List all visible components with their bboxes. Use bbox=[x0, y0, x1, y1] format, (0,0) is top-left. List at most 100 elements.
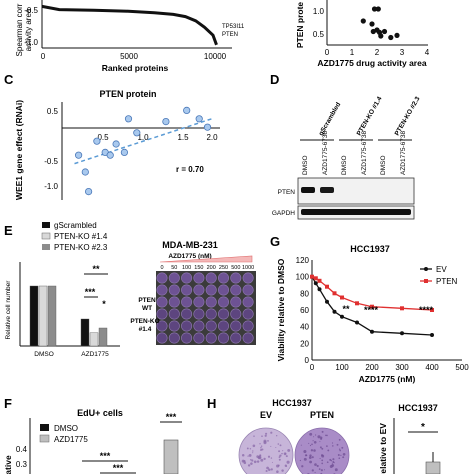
panel-e-dose-labels: 0 50 100 150 200 250 500 1000 bbox=[160, 265, 254, 271]
colony-dot bbox=[253, 435, 255, 437]
colony-dot bbox=[300, 444, 302, 446]
colony-dot bbox=[308, 456, 312, 459]
colony-dot bbox=[286, 460, 290, 464]
colony-dot bbox=[340, 454, 342, 457]
colony-dot bbox=[282, 450, 284, 452]
panel-g-xtick: 0 bbox=[310, 363, 315, 372]
legend-label-pten: PTEN bbox=[436, 277, 458, 286]
colony-dot bbox=[321, 454, 323, 457]
colony-dot bbox=[299, 459, 302, 462]
panel-b-ylabel: PTEN prote bbox=[295, 2, 305, 49]
panel-h-label: H bbox=[207, 396, 216, 411]
colony-dot bbox=[326, 434, 328, 437]
panel-d-lane-2: AZD1775-6738 bbox=[322, 131, 329, 175]
panel-b-point bbox=[371, 6, 378, 12]
panel-e-well bbox=[230, 296, 242, 308]
colony-dot bbox=[241, 459, 245, 463]
colony-dot bbox=[332, 445, 334, 447]
panel-e-bar bbox=[98, 327, 108, 347]
panel-g-xtick: 400 bbox=[425, 363, 439, 372]
panel-a-xlabel: Ranked proteins bbox=[102, 63, 169, 73]
panel-g-yticks: 0 20 40 60 80 100 120 bbox=[296, 256, 310, 365]
colony-dot bbox=[285, 455, 288, 458]
colony-dot bbox=[278, 458, 281, 461]
panel-e-dose-wedge bbox=[159, 255, 253, 263]
panel-c: C PTEN protein WEE1 gene effect (RNAi) 0… bbox=[4, 72, 220, 200]
legend-label-ko23: PTEN-KO #2.3 bbox=[54, 243, 108, 252]
panel-g-point bbox=[370, 304, 374, 309]
panel-e-well bbox=[193, 320, 205, 332]
panel-e-dose-label: 500 bbox=[231, 265, 240, 271]
panel-g-point bbox=[340, 314, 344, 319]
colony-dot bbox=[271, 461, 273, 463]
panel-f-ytick-1: 0.4 bbox=[16, 445, 28, 454]
panel-c-ytick-3: -1.0 bbox=[44, 182, 58, 191]
colony-dot bbox=[281, 452, 283, 455]
panel-b-xtick-0: 0 bbox=[325, 48, 330, 57]
panel-g-point bbox=[340, 295, 344, 300]
panel-f-sig-3: *** bbox=[113, 463, 124, 473]
panel-d-group-ko23: PTEN-KO #2.3 bbox=[394, 95, 422, 137]
panel-a-ylabel-line-2: activity area bbox=[24, 8, 33, 51]
colony-dot bbox=[304, 454, 308, 457]
panel-d-lane-1: DMSO bbox=[302, 156, 309, 176]
panel-d-lane-6: AZD1775-6738 bbox=[400, 131, 407, 175]
panel-e-cat-azd: AZD1775 bbox=[81, 351, 109, 358]
panel-c-point bbox=[203, 123, 212, 131]
panel-b-point bbox=[369, 21, 375, 27]
colony-dot bbox=[259, 443, 261, 445]
colony-dot bbox=[277, 464, 280, 467]
colony-dot bbox=[321, 462, 324, 465]
panel-d-lane-3: DMSO bbox=[341, 156, 348, 176]
panel-e-dose-label: 50 bbox=[171, 265, 177, 271]
panel-h-sig: * bbox=[421, 422, 425, 433]
panel-e-well bbox=[205, 308, 217, 320]
colony-dot bbox=[267, 455, 271, 458]
panel-e-well bbox=[218, 320, 230, 332]
panel-e-well bbox=[205, 320, 217, 332]
panel-e-well bbox=[156, 284, 168, 296]
panel-c-points bbox=[75, 106, 212, 196]
panel-g-ytick: 120 bbox=[296, 256, 310, 265]
panel-e-legend: gScrambled PTEN-KO #1.4 PTEN-KO #2.3 bbox=[41, 221, 108, 252]
panel-g-title: HCC1937 bbox=[350, 244, 390, 254]
panel-e-well bbox=[242, 296, 254, 308]
panel-g-xtick: 500 bbox=[455, 363, 469, 372]
colony-dot bbox=[330, 460, 333, 462]
panel-g-ytick: 80 bbox=[300, 289, 309, 298]
colony-dot bbox=[287, 448, 291, 452]
panel-b-points bbox=[360, 6, 400, 41]
colony-dot bbox=[260, 446, 262, 449]
panel-c-point bbox=[112, 140, 120, 148]
panel-e-dose-label: 100 bbox=[182, 265, 191, 271]
panel-e-well bbox=[230, 320, 242, 332]
panel-e-well bbox=[181, 284, 193, 296]
panel-c-xtick-1: 0.5 bbox=[97, 133, 109, 142]
colony-dot bbox=[249, 448, 252, 450]
panel-b-ytick-2: 0.5 bbox=[313, 30, 325, 39]
panel-e-well bbox=[168, 296, 180, 308]
panel-h-dish-label-pten: PTEN bbox=[310, 410, 334, 420]
panel-e-well bbox=[193, 272, 205, 284]
panel-g-line-ev bbox=[311, 276, 433, 336]
colony-dot bbox=[314, 463, 317, 466]
band-pten-2 bbox=[320, 187, 334, 193]
colony-dot bbox=[259, 454, 261, 457]
colony-dot bbox=[247, 455, 249, 457]
colony-dot bbox=[326, 445, 328, 447]
panel-e-dose-label: 250 bbox=[219, 265, 228, 271]
colony-dot bbox=[252, 444, 256, 448]
colony-dot bbox=[311, 443, 313, 446]
colony-dot bbox=[241, 453, 245, 457]
colony-dot bbox=[309, 454, 312, 457]
panel-g: G HCC1937 Viability relative to DMSO 0 20… bbox=[270, 234, 469, 384]
colony-dot bbox=[270, 431, 273, 434]
colony-dot bbox=[284, 453, 287, 455]
panel-e-well bbox=[156, 332, 168, 344]
legend-label-ko14: PTEN-KO #1.4 bbox=[54, 232, 108, 241]
colony-dot bbox=[253, 460, 257, 464]
panel-e-row1-label-b: WT bbox=[142, 305, 152, 312]
panel-a: Spearman corr activity area -0.5 -1.0 TP… bbox=[15, 0, 245, 73]
colony-dot bbox=[278, 450, 281, 453]
panel-c-label: C bbox=[4, 72, 14, 87]
